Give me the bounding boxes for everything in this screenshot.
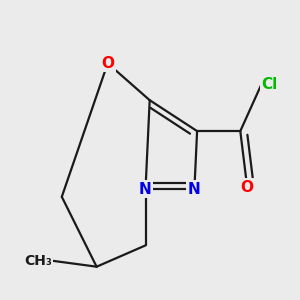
Text: O: O — [101, 56, 114, 71]
Text: N: N — [188, 182, 201, 197]
Text: Cl: Cl — [261, 77, 278, 92]
Text: O: O — [241, 180, 254, 195]
Text: N: N — [139, 182, 152, 197]
Text: CH₃: CH₃ — [24, 254, 52, 268]
